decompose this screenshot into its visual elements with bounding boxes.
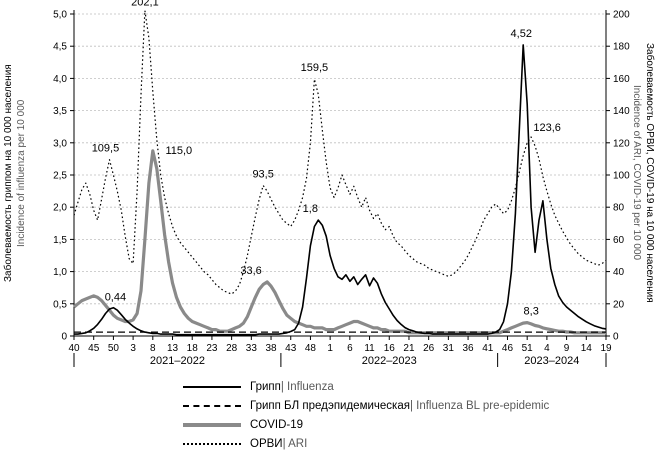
- x-tick-label: 4: [544, 343, 550, 354]
- right-axis-title-ru: Заболеваемость ОРВИ, COVID-19 на 10 000 …: [644, 43, 655, 303]
- x-tick-label: 40: [68, 343, 80, 354]
- right-tick-label: 180: [613, 42, 630, 53]
- x-tick-label: 36: [463, 343, 475, 354]
- x-tick-label: 14: [581, 343, 593, 354]
- x-tick-label: 8: [150, 343, 156, 354]
- right-tick-label: 200: [613, 10, 630, 21]
- ari-line-sample-icon: [183, 442, 241, 445]
- chart-canvas: 00,51,01,52,02,53,03,54,04,55,0020406080…: [53, 0, 630, 367]
- right-tick-label: 0: [613, 332, 619, 343]
- legend-label-en: | Influenza BL pre-epidemic: [409, 399, 550, 412]
- left-tick-label: 3,5: [53, 106, 67, 117]
- x-tick-label: 33: [246, 343, 258, 354]
- x-tick-label: 11: [364, 343, 375, 354]
- legend-label-ru: COVID-19: [250, 418, 304, 431]
- x-tick-label: 28: [226, 343, 238, 354]
- data-label: 109,5: [92, 143, 120, 155]
- left-axis-title: Заболеваемость гриппом на 10 000 населен…: [2, 8, 28, 338]
- x-tick-label: 23: [206, 343, 218, 354]
- legend-item-covid19: COVID-19: [183, 415, 549, 434]
- x-tick-label: 18: [187, 343, 199, 354]
- x-tick-label: 51: [522, 343, 534, 354]
- left-tick-label: 2,0: [53, 203, 67, 214]
- data-label: 115,0: [165, 145, 192, 157]
- season-label: 2021–2022: [150, 355, 205, 367]
- right-tick-label: 120: [613, 138, 630, 149]
- data-label: 1,8: [303, 203, 318, 215]
- left-tick-label: 2,5: [53, 171, 67, 182]
- right-axis-title-en: Incidence of ARI, COVID-19 per 10 000: [631, 85, 642, 261]
- x-tick-label: 6: [347, 343, 353, 354]
- x-tick-label: 31: [443, 343, 455, 354]
- x-tick-label: 26: [423, 343, 435, 354]
- x-tick-label: 9: [564, 343, 570, 354]
- left-tick-label: 0,5: [53, 299, 67, 310]
- left-tick-label: 1,0: [53, 267, 67, 278]
- legend-label-en: | Influenza: [280, 380, 334, 393]
- data-label: 93,5: [252, 168, 273, 180]
- right-tick-label: 160: [613, 74, 630, 85]
- left-tick-label: 1,5: [53, 235, 67, 246]
- left-tick-label: 0: [61, 332, 67, 343]
- legend-item-ari: ОРВИ | ARI: [183, 434, 549, 453]
- legend: Грипп | Influenza Грипп БЛ предэпидемиче…: [183, 377, 549, 453]
- x-tick-label: 43: [285, 343, 297, 354]
- left-tick-label: 4,0: [53, 74, 67, 85]
- legend-label-en: | ARI: [282, 437, 308, 450]
- season-label: 2022–2023: [362, 355, 417, 367]
- influenza-line-sample-icon: [183, 385, 241, 388]
- right-tick-label: 20: [613, 299, 625, 310]
- baseline-line-sample-icon: [183, 404, 241, 407]
- right-tick-label: 140: [613, 106, 630, 117]
- right-tick-label: 60: [613, 235, 625, 246]
- x-tick-label: 45: [88, 343, 100, 354]
- x-tick-label: 46: [502, 343, 514, 354]
- left-axis-title-en: Incidence of influenza per 10 000: [16, 99, 27, 247]
- right-tick-label: 100: [613, 171, 630, 182]
- data-label: 8,3: [524, 306, 539, 318]
- x-tick-label: 13: [167, 343, 179, 354]
- x-tick-label: 19: [600, 343, 612, 354]
- x-tick-label: 16: [384, 343, 396, 354]
- x-tick-label: 38: [265, 343, 277, 354]
- legend-label-ru: ОРВИ: [250, 437, 283, 450]
- data-label: 4,52: [511, 28, 532, 40]
- x-tick-label: 3: [130, 343, 136, 354]
- x-tick-label: 41: [482, 343, 494, 354]
- legend-item-influenza-baseline: Грипп БЛ предэпидемическая | Influenza B…: [183, 396, 549, 415]
- legend-label-ru: Грипп: [250, 380, 281, 393]
- left-tick-label: 5,0: [53, 10, 67, 21]
- series-line-0: [74, 44, 607, 336]
- right-axis-title: Incidence of ARI, COVID-19 per 10 000 За…: [630, 8, 656, 338]
- data-label: 123,6: [533, 122, 561, 134]
- x-tick-label: 50: [108, 343, 120, 354]
- x-tick-label: 21: [403, 343, 415, 354]
- legend-label-ru: Грипп БЛ предэпидемическая: [250, 399, 410, 412]
- x-tick-label: 1: [327, 343, 333, 354]
- x-tick-label: 48: [305, 343, 317, 354]
- left-axis-title-ru: Заболеваемость гриппом на 10 000 населен…: [3, 64, 14, 282]
- series-line-2: [72, 149, 606, 335]
- right-tick-label: 40: [613, 267, 625, 278]
- data-label: 33,6: [240, 265, 261, 277]
- data-label: 0,44: [105, 292, 126, 304]
- covid-line-sample-icon: [183, 422, 241, 427]
- data-label: 202,1: [131, 0, 159, 9]
- left-tick-label: 4,5: [53, 42, 67, 53]
- legend-item-influenza: Грипп | Influenza: [183, 377, 549, 396]
- right-tick-label: 80: [613, 203, 625, 214]
- season-label: 2023–2024: [524, 355, 579, 367]
- left-tick-label: 3,0: [53, 138, 67, 149]
- data-label: 159,5: [301, 62, 329, 74]
